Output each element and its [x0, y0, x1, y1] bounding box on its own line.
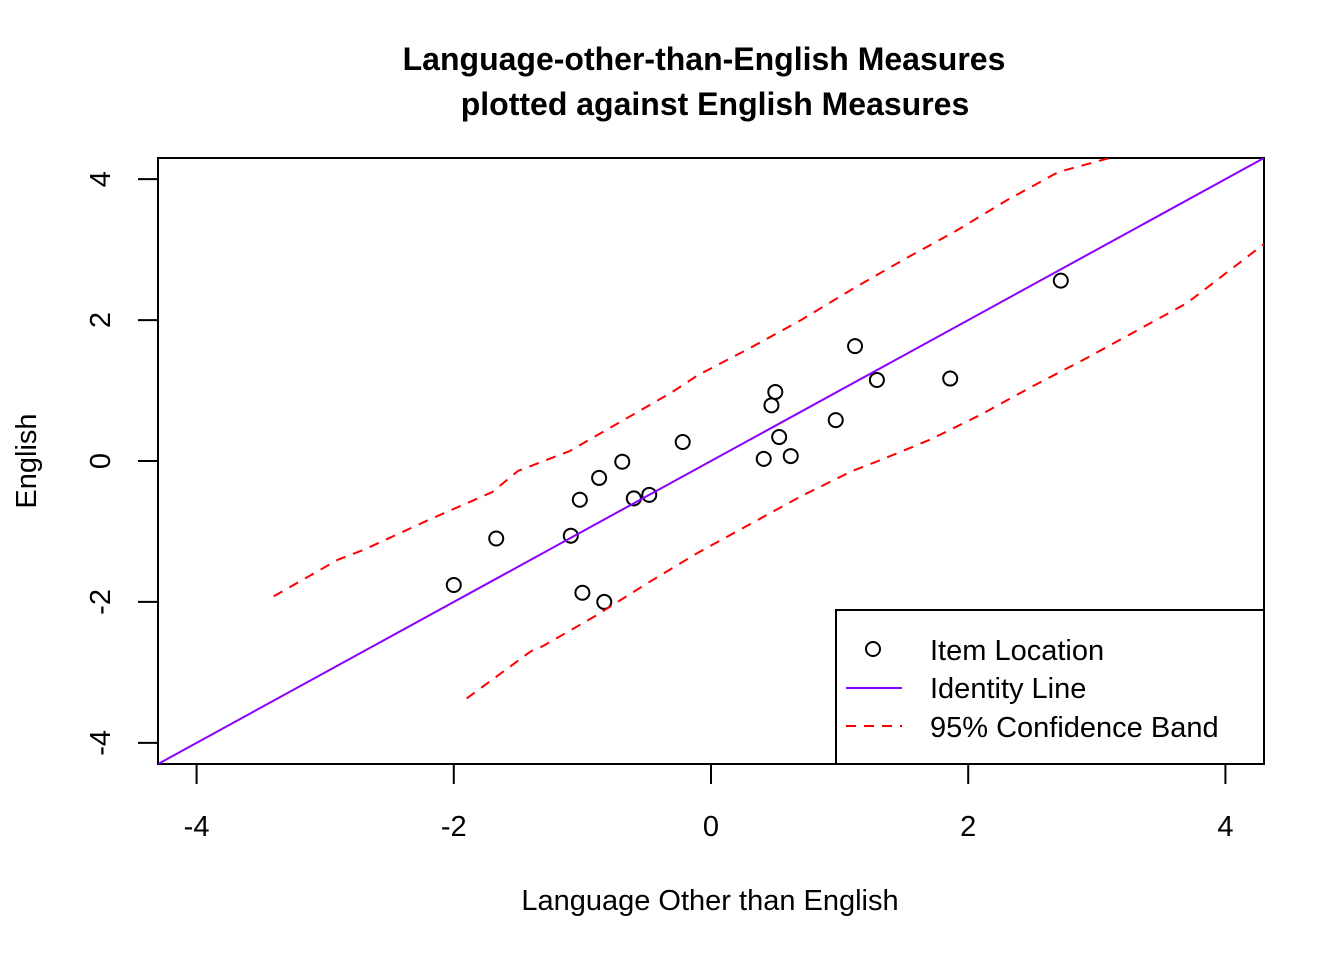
legend-label-item-location: Item Location — [930, 635, 1104, 667]
item-location-point — [614, 453, 631, 470]
chart-title-line-2: plotted against English Measures — [461, 86, 970, 122]
item-location-point — [763, 397, 780, 414]
item-location-point — [1052, 272, 1069, 289]
y-tick-label: 4 — [85, 171, 117, 187]
item-location-point — [782, 448, 799, 465]
x-tick-label: -4 — [184, 811, 210, 843]
chart-title-line-1: Language-other-than-English Measures — [403, 41, 1006, 77]
x-tick-label: 2 — [960, 811, 976, 843]
y-tick-label: -2 — [85, 589, 117, 615]
legend-symbol-item-location — [865, 641, 881, 657]
item-location-point — [596, 593, 613, 610]
data-layer — [158, 158, 1264, 764]
item-location-point — [445, 577, 462, 594]
item-location-point — [562, 527, 579, 544]
y-tick-label: 2 — [85, 312, 117, 328]
legend-box — [835, 609, 1265, 765]
x-axis-label: Language Other than English — [521, 885, 898, 917]
x-tick-label: 0 — [703, 811, 719, 843]
item-location-point — [942, 370, 959, 387]
legend-label-identity-line: Identity Line — [930, 673, 1086, 705]
x-axis: -4 -2 0 2 4 — [184, 763, 1233, 843]
item-location-point — [574, 584, 591, 601]
y-tick-label: -4 — [85, 730, 117, 756]
identity-line — [158, 158, 1264, 764]
item-location-point — [591, 469, 608, 486]
item-location-point — [847, 338, 864, 355]
legend: Item Location Identity Line 95% Confiden… — [835, 609, 1265, 765]
item-location-point — [771, 429, 788, 446]
item-location-point — [641, 486, 658, 503]
item-location-point — [571, 491, 588, 508]
item-location-point — [488, 530, 505, 547]
item-location-point — [868, 371, 885, 388]
item-location-point — [827, 412, 844, 429]
y-axis: -4 -2 0 2 4 — [85, 171, 159, 756]
y-axis-label: English — [11, 413, 43, 508]
legend-label-confidence-band: 95% Confidence Band — [930, 712, 1219, 744]
item-location-point — [674, 433, 691, 450]
confidence-band-line — [466, 243, 1264, 700]
y-tick-label: 0 — [85, 453, 117, 469]
item-location-point — [767, 383, 784, 400]
confidence-band-line — [273, 158, 1110, 598]
x-tick-label: 4 — [1217, 811, 1233, 843]
x-tick-label: -2 — [441, 811, 467, 843]
item-location-point — [755, 450, 772, 467]
